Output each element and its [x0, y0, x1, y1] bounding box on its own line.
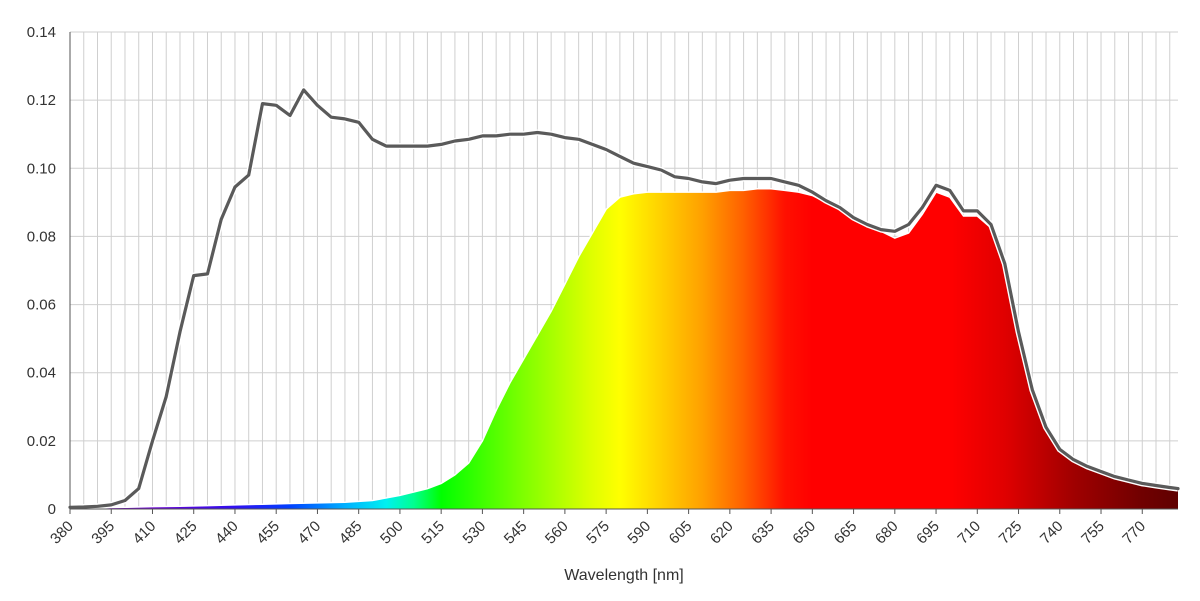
- x-tick-label: 635: [748, 518, 778, 548]
- x-tick-label: 410: [130, 518, 160, 548]
- x-tick-label: 380: [47, 518, 77, 548]
- x-tick-label: 455: [253, 518, 283, 548]
- x-tick-label: 575: [583, 518, 613, 548]
- x-tick-labels: 380 395 410 425 440 455 470 485 500 515 530 545 560 5…: [47, 509, 1149, 548]
- x-tick-label: 515: [418, 518, 448, 548]
- y-tick-label: 0.02: [27, 433, 56, 450]
- x-tick-label: 425: [171, 518, 201, 548]
- x-tick-label: 500: [377, 518, 407, 548]
- x-tick-label: 650: [789, 518, 819, 548]
- x-tick-label: 470: [295, 518, 325, 548]
- spectrum-line: [68, 88, 1180, 509]
- x-tick-label: 710: [954, 518, 984, 548]
- spectral-area: [70, 188, 1178, 509]
- x-tick-label: 755: [1078, 518, 1108, 548]
- x-tick-label: 740: [1037, 518, 1067, 548]
- x-tick-label: 485: [336, 518, 366, 548]
- y-tick-labels: 0 0.02 0.04 0.06 0.08 0.10 0.12 0.14: [27, 24, 56, 518]
- x-tick-label: 665: [831, 518, 861, 548]
- x-tick-label: 620: [707, 518, 737, 548]
- x-tick-label: 770: [1119, 518, 1149, 548]
- x-tick-label: 695: [913, 518, 943, 548]
- x-tick-label: 530: [460, 518, 490, 548]
- y-tick-label: 0.06: [27, 297, 56, 314]
- y-tick-label: 0.12: [27, 92, 56, 109]
- x-axis-title: Wavelength [nm]: [564, 567, 683, 584]
- axes: [69, 32, 1178, 510]
- x-tick-label: 395: [88, 518, 118, 548]
- x-tick-label: 560: [542, 518, 572, 548]
- y-tick-label: 0.10: [27, 160, 56, 177]
- spectrum-line-layer: [68, 86, 1180, 511]
- x-tick-label: 605: [666, 518, 696, 548]
- y-tick-label: 0: [48, 501, 56, 518]
- x-tick-label: 440: [212, 518, 242, 548]
- x-tick-label: 545: [501, 518, 531, 548]
- x-tick-label: 590: [624, 518, 654, 548]
- y-tick-label: 0.08: [27, 228, 56, 245]
- x-tick-label: 680: [872, 518, 902, 548]
- x-tick-label: 725: [996, 518, 1026, 548]
- y-tick-label: 0.04: [27, 365, 56, 382]
- y-tick-label: 0.14: [27, 24, 56, 41]
